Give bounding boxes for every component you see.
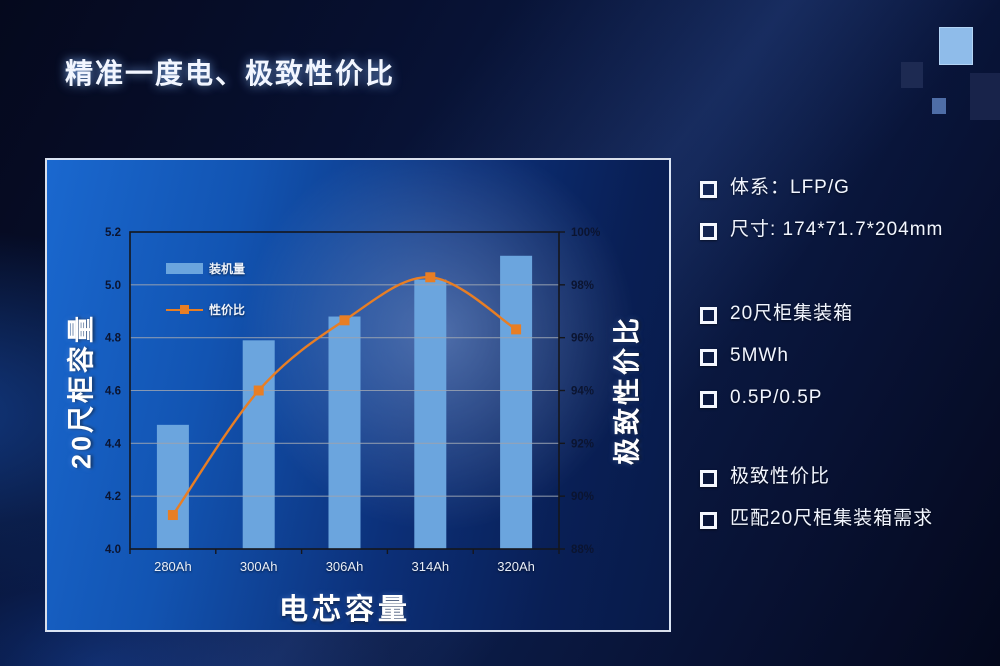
line-marker	[425, 272, 436, 283]
spec-item-value: 极致性价比	[700, 464, 990, 490]
right-axis-tick-label: 92%	[571, 438, 594, 450]
right-axis-tick-label: 90%	[571, 491, 594, 503]
square-bullet-icon	[700, 307, 717, 324]
legend-bar-swatch	[166, 262, 203, 274]
spec-text-match: 匹配20尺柜集装箱需求	[730, 508, 934, 529]
right-axis-tick-label: 88%	[571, 544, 594, 556]
legend-item-bar: 装机量	[166, 261, 246, 276]
bar	[500, 255, 533, 549]
spec-item-rate: 0.5P/0.5P	[700, 385, 990, 411]
x-axis-tick-label: 280Ah	[154, 559, 192, 574]
x-axis-tick-label: 314Ah	[412, 559, 450, 574]
spec-item-container: 20尺柜集装箱	[700, 301, 990, 327]
left-axis-tick-label: 4.0	[105, 544, 121, 556]
right-axis-tick-label: 94%	[571, 386, 594, 398]
decor-square-large	[939, 27, 973, 65]
left-axis-tick-label: 4.4	[105, 438, 122, 450]
right-axis-tick-label: 96%	[571, 333, 594, 345]
chart-panel: 4.0 88% 4.2 90% 4.4 92% 4.6 94% 4.8 96% 5.0 98% 5.2 1…	[45, 158, 671, 632]
x-axis-title: 电芯容量	[278, 594, 412, 626]
x-axis-tick-label: 306Ah	[326, 559, 364, 574]
page-title: 精准一度电、极致性价比	[65, 58, 396, 89]
spec-list: 体系：LFP/G 尺寸: 174*71.7*204mm 20尺柜集装箱 5MWh…	[700, 175, 990, 532]
square-bullet-icon	[700, 391, 717, 408]
left-axis-tick-label: 4.8	[105, 333, 122, 345]
x-axis-tick-label: 320Ah	[497, 559, 535, 574]
spec-text-energy: 5MWh	[730, 345, 789, 366]
spec-item-match: 匹配20尺柜集装箱需求	[700, 506, 990, 532]
legend-bar-label: 装机量	[209, 261, 246, 276]
left-axis-tick-label: 5.0	[105, 280, 121, 292]
line-marker	[253, 385, 264, 396]
bar	[242, 340, 275, 549]
decor-square-small	[932, 98, 946, 114]
line-marker	[167, 510, 178, 521]
plot-border	[129, 231, 560, 550]
line-marker	[511, 324, 522, 335]
legend-line-label: 性价比	[209, 302, 246, 317]
spec-text-rate: 0.5P/0.5P	[730, 387, 823, 408]
chart-legend: 装机量 性价比	[166, 261, 245, 343]
combo-chart: 4.0 88% 4.2 90% 4.4 92% 4.6 94% 4.8 96% 5.0 98% 5.2 1…	[105, 227, 600, 574]
x-axis-tick-label: 300Ah	[240, 559, 278, 574]
spec-text-system: 体系：LFP/G	[730, 177, 850, 198]
square-bullet-icon	[700, 512, 717, 529]
legend-line-marker	[180, 304, 189, 314]
square-bullet-icon	[700, 181, 717, 198]
square-bullet-icon	[700, 349, 717, 366]
legend-item-line: 性价比	[166, 302, 246, 317]
right-axis-tick-label: 100%	[571, 227, 600, 239]
decor-square-edge	[970, 73, 1000, 120]
square-bullet-icon	[700, 223, 717, 240]
bar	[414, 279, 447, 549]
legend-line-swatch	[166, 304, 203, 315]
spec-text-container: 20尺柜集装箱	[730, 303, 854, 324]
spec-text-dimensions: 尺寸: 174*71.7*204mm	[730, 219, 944, 240]
decor-square-dark	[901, 62, 923, 88]
bar	[156, 424, 189, 549]
spec-item-system: 体系：LFP/G	[700, 175, 990, 201]
spec-item-energy: 5MWh	[700, 343, 990, 369]
bar	[328, 316, 361, 549]
left-axis-tick-label: 5.2	[105, 227, 121, 239]
spec-text-value: 极致性价比	[730, 466, 831, 487]
left-axis-tick-label: 4.2	[105, 491, 121, 503]
square-bullet-icon	[700, 470, 717, 487]
right-axis-tick-label: 98%	[571, 280, 594, 292]
left-axis-tick-label: 4.6	[105, 386, 121, 398]
right-axis-title: 极致性价比	[612, 315, 643, 465]
left-axis-title: 20尺柜容量	[66, 312, 97, 470]
line-marker	[339, 315, 350, 326]
spec-item-dimensions: 尺寸: 174*71.7*204mm	[700, 217, 990, 243]
